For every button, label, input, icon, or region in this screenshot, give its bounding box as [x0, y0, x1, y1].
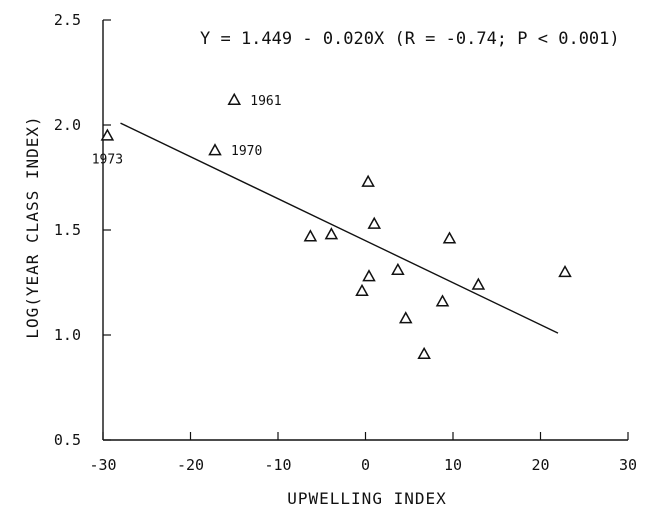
y-axis-title: LOG(YEAR CLASS INDEX)	[23, 115, 42, 338]
data-points	[100, 92, 572, 360]
regression-line	[120, 122, 559, 334]
y-tick-label: 1.0	[54, 326, 81, 344]
x-axis-title: UPWELLING INDEX	[287, 489, 447, 508]
x-tick-label: -30	[89, 456, 116, 474]
point-labels: 1973 1961 1970	[92, 94, 282, 168]
triangle-marker	[100, 128, 115, 141]
y-tick-label: 2.5	[54, 11, 81, 29]
triangle-marker	[391, 262, 405, 276]
triangle-marker	[303, 229, 318, 242]
y-tick-label: 0.5	[54, 431, 81, 449]
triangle-marker	[435, 294, 450, 307]
x-tick-label: -20	[177, 456, 204, 474]
y-tick-label: 1.5	[54, 221, 81, 239]
triangle-marker	[324, 227, 339, 240]
axes	[102, 20, 628, 441]
triangle-marker	[417, 346, 431, 360]
triangle-marker	[361, 174, 375, 187]
x-tick-label: 20	[531, 456, 549, 474]
triangle-marker	[208, 143, 222, 156]
y-tick-label: 2.0	[54, 116, 81, 134]
triangle-marker	[355, 283, 369, 297]
point-year-label: 1970	[231, 144, 262, 159]
x-tick-label: 0	[361, 456, 370, 474]
point-year-label: 1973	[92, 153, 123, 168]
triangle-marker	[442, 231, 457, 244]
triangle-marker	[367, 216, 382, 229]
x-tick-label: 30	[619, 456, 637, 474]
ticks: -30 -20 -10 0 10 20 30 0.5 1.0 1.5 2.0 2.5	[54, 11, 637, 474]
equation-annotation: Y = 1.449 - 0.020X (R = -0.74; P < 0.001…	[200, 29, 620, 49]
triangle-marker	[558, 264, 572, 278]
triangle-marker	[362, 269, 376, 282]
triangle-marker	[471, 277, 486, 290]
triangle-marker	[227, 92, 242, 105]
point-year-label: 1961	[250, 94, 281, 109]
x-tick-label: 10	[444, 456, 462, 474]
x-tick-label: -10	[264, 456, 291, 474]
triangle-marker	[398, 311, 413, 324]
regression-line-group	[120, 122, 559, 334]
